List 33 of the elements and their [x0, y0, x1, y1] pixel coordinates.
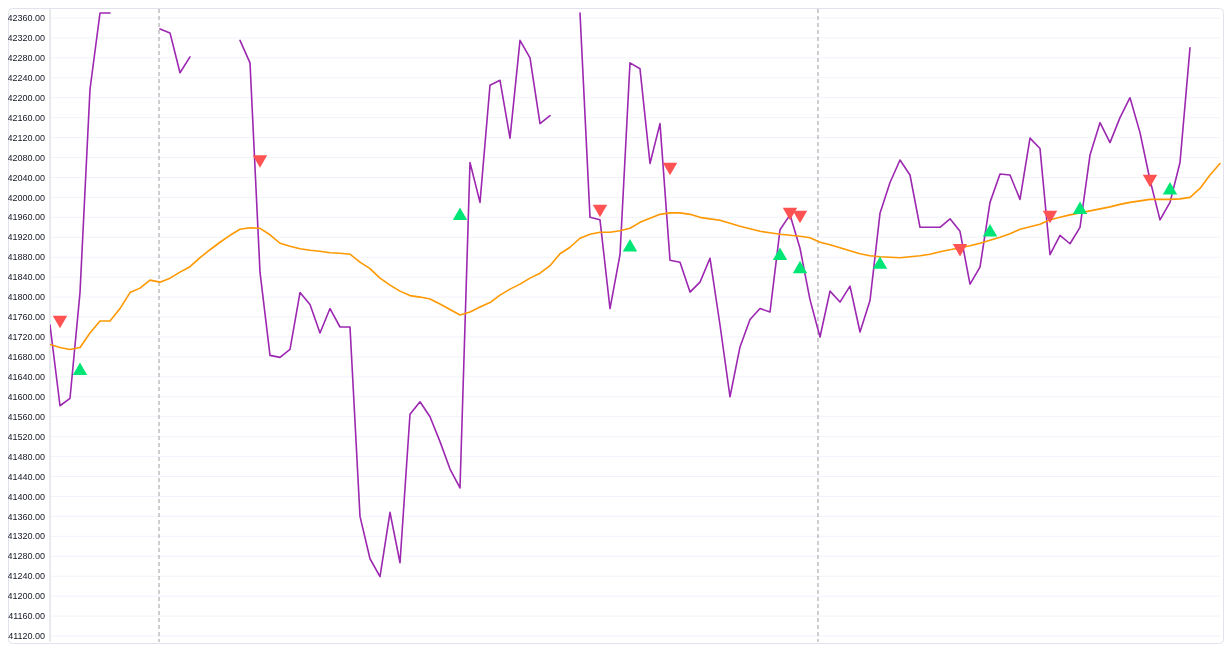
- y-tick-label: 41480.00: [7, 451, 45, 462]
- y-tick-label: 41440.00: [7, 471, 45, 482]
- y-tick-label: 41320.00: [7, 531, 45, 542]
- y-tick-label: 41560.00: [7, 411, 45, 422]
- y-tick-label: 42360.00: [7, 13, 45, 24]
- y-tick-label: 41600.00: [7, 391, 45, 402]
- y-tick-label: 41720.00: [7, 332, 45, 343]
- y-tick-label: 41800.00: [7, 292, 45, 303]
- y-tick-label: 42160.00: [7, 112, 45, 123]
- y-tick-label: 41960.00: [7, 212, 45, 223]
- y-tick-label: 42240.00: [7, 72, 45, 83]
- y-tick-label: 41520.00: [7, 431, 45, 442]
- y-tick-label: 41880.00: [7, 252, 45, 263]
- y-tick-label: 41360.00: [7, 511, 45, 522]
- y-tick-label: 42040.00: [7, 172, 45, 183]
- y-tick-label: 41400.00: [7, 491, 45, 502]
- y-tick-label: 41640.00: [7, 371, 45, 382]
- y-tick-label: 41920.00: [7, 232, 45, 243]
- y-tick-label: 41200.00: [7, 591, 45, 602]
- line-series: [50, 162, 1221, 351]
- y-tick-label: 41280.00: [7, 551, 45, 562]
- y-tick-label: 41120.00: [8, 631, 45, 642]
- y-tick-label: 42000.00: [7, 192, 45, 203]
- y-tick-label: 41840.00: [7, 272, 45, 283]
- y-tick-label: 42120.00: [7, 132, 45, 143]
- y-tick-label: 42080.00: [7, 152, 45, 163]
- y-tick-label: 42320.00: [7, 33, 45, 44]
- y-tick-label: 42280.00: [7, 53, 45, 63]
- y-tick-label: 42200.00: [7, 92, 45, 103]
- y-tick-label: 41160.00: [8, 611, 45, 622]
- y-tick-label: 41240.00: [7, 571, 45, 582]
- y-tick-label: 41760.00: [7, 312, 45, 323]
- y-tick-label: 41680.00: [7, 352, 45, 363]
